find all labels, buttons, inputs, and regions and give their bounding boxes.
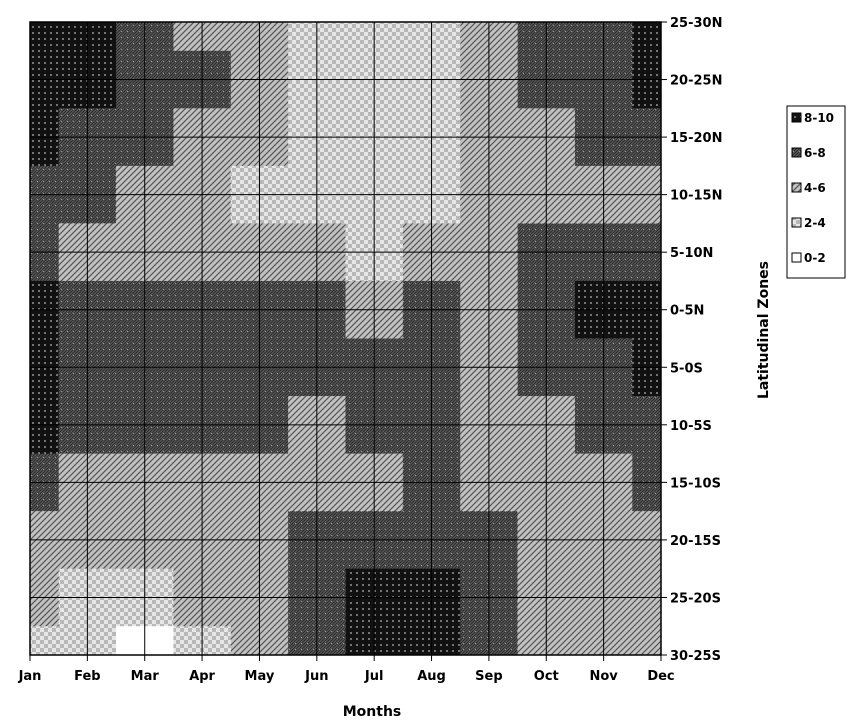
x-tick-label: Jul [364,669,384,684]
legend-label: 2-4 [804,216,826,230]
y-tick-label: 5-10N [670,246,713,261]
y-tick-label: 10-15N [670,189,722,204]
y-tick-label: 25-20S [670,591,721,606]
legend-swatch [791,112,802,123]
x-tick-label: Oct [534,669,559,684]
x-tick-label: Sep [475,669,503,684]
contour-cell [30,626,60,655]
y-tick-label: 15-20N [670,131,722,146]
y-axis-title: Latitudinal Zones [756,261,772,399]
y-tick-label: 10-5S [670,419,712,434]
plot-border [29,21,662,656]
legend-label: 6-8 [804,146,826,160]
legend-swatch [791,217,802,228]
contour-cell [30,22,60,52]
y-tick-label: 20-25N [670,74,722,89]
legend-items: 8-10 6-8 4-6 2-4 0-2 [791,111,834,265]
x-tick-label: Jun [304,669,328,684]
contour-cell [632,22,661,52]
x-tick-label: Apr [189,669,215,684]
x-axis-ticks: Jan Feb Mar Apr May Jun Jul Aug Sep Oct Nov Dec [18,655,675,684]
y-tick-label: 5-0S [670,361,703,376]
legend-swatch [791,182,802,193]
y-tick-label: 30-25S [670,649,721,664]
x-tick-label: Dec [647,669,674,684]
x-tick-label: Feb [74,669,100,684]
y-tick-label: 15-10S [670,476,721,491]
contour-fill-layer [30,22,661,655]
x-tick-label: May [245,669,275,684]
x-tick-label: Mar [131,669,160,684]
y-tick-label: 20-15S [670,534,721,549]
x-tick-label: Aug [417,669,446,684]
legend-label: 0-2 [804,251,826,265]
legend-label: 4-6 [804,181,826,195]
contour-cell [632,626,661,655]
legend: 8-10 6-8 4-6 2-4 0-2 [786,105,846,279]
legend-swatch [791,252,802,263]
x-tick-label: Jan [18,669,42,684]
x-tick-label: Nov [589,669,618,684]
legend-label: 8-10 [804,111,834,125]
legend-swatch [791,147,802,158]
y-axis-ticks: 25-30N 20-25N 15-20N 10-15N 5-10N 0-5N 5-0S 10-… [661,16,722,664]
x-axis-title: Months [343,704,402,720]
y-tick-label: 0-5N [670,304,704,319]
y-tick-label: 25-30N [670,16,722,31]
